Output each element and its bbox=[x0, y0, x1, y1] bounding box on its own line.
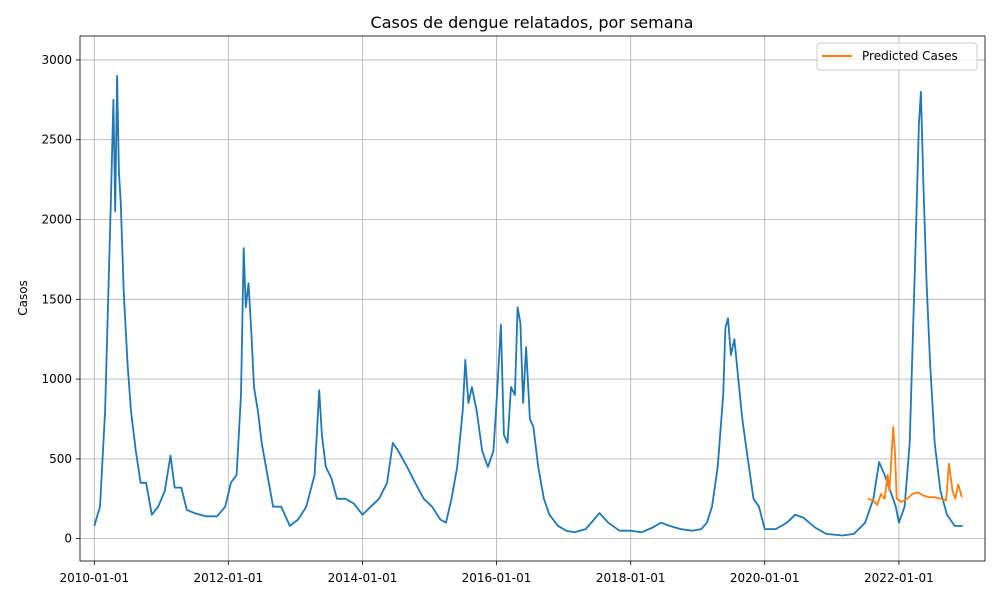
x-tick-label: 2010-01-01 bbox=[59, 571, 129, 585]
y-tick-label: 1000 bbox=[41, 372, 72, 386]
series-line-predicted bbox=[867, 426, 963, 506]
chart-title: Casos de dengue relatados, por semana bbox=[371, 13, 694, 32]
legend-label-predicted: Predicted Cases bbox=[862, 49, 958, 63]
legend-box bbox=[816, 42, 978, 71]
x-tick-label: 2014-01-01 bbox=[328, 571, 398, 585]
x-tick-label: 2012-01-01 bbox=[193, 571, 263, 585]
y-axis-label: Casos bbox=[16, 280, 30, 316]
plot-frame bbox=[79, 35, 986, 562]
grid bbox=[80, 36, 985, 561]
x-tick-label: 2020-01-01 bbox=[730, 571, 800, 585]
y-tick-label: 0 bbox=[64, 532, 72, 546]
y-tick-label: 2500 bbox=[41, 133, 72, 147]
x-tick-label: 2016-01-01 bbox=[462, 571, 532, 585]
x-tick-label: 2022-01-01 bbox=[864, 571, 934, 585]
y-tick-label: 500 bbox=[49, 452, 72, 466]
series-layer bbox=[93, 75, 963, 537]
x-axis: 2010-01-01 2012-01-01 2014-01-01 2016-01-01… bbox=[59, 561, 934, 585]
series-line-reported bbox=[93, 75, 963, 537]
y-axis: 0 500 1000 1500 2000 2500 3000 bbox=[41, 53, 80, 546]
legend: Predicted Cases bbox=[816, 42, 978, 71]
y-tick-label: 2000 bbox=[41, 213, 72, 227]
y-tick-label: 3000 bbox=[41, 53, 72, 67]
x-tick-label: 2018-01-01 bbox=[596, 571, 666, 585]
y-tick-label: 1500 bbox=[41, 292, 72, 306]
